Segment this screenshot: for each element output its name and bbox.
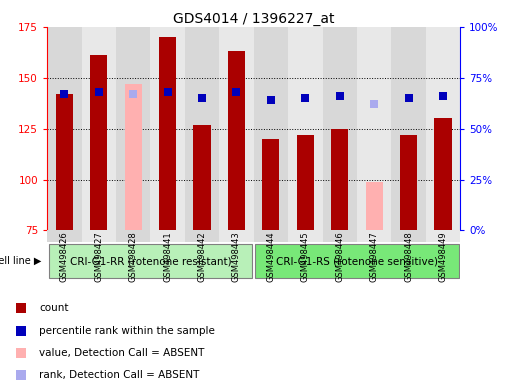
Bar [82, 230, 116, 242]
Point [129, 91, 138, 97]
Text: CRI-G1-RR (rotenone resistant): CRI-G1-RR (rotenone resistant) [70, 256, 231, 266]
Text: rank, Detection Call = ABSENT: rank, Detection Call = ABSENT [39, 370, 200, 380]
Bar [254, 230, 288, 242]
Bar [90, 55, 107, 230]
Bar [55, 94, 73, 230]
Text: GSM498447: GSM498447 [370, 231, 379, 282]
Bar [151, 27, 185, 230]
Point [60, 91, 69, 97]
Text: GSM498444: GSM498444 [266, 231, 276, 281]
Text: GSM498442: GSM498442 [198, 231, 207, 281]
Bar [426, 230, 460, 242]
Bar [288, 27, 323, 230]
Bar [116, 27, 151, 230]
Text: value, Detection Call = ABSENT: value, Detection Call = ABSENT [39, 348, 204, 358]
Point [232, 89, 241, 95]
Text: GSM498446: GSM498446 [335, 231, 344, 282]
Bar [219, 27, 254, 230]
Text: GSM498426: GSM498426 [60, 231, 69, 282]
Bar [185, 27, 219, 230]
Bar [331, 129, 348, 230]
Bar [262, 139, 279, 230]
Bar [288, 230, 323, 242]
Bar [323, 230, 357, 242]
Bar [151, 230, 185, 242]
Bar [400, 135, 417, 230]
Bar [254, 27, 288, 230]
Bar [49, 244, 252, 278]
Point [163, 89, 172, 95]
Bar [391, 27, 426, 230]
Text: GSM498428: GSM498428 [129, 231, 138, 282]
Text: GSM498445: GSM498445 [301, 231, 310, 281]
Text: GSM498448: GSM498448 [404, 231, 413, 282]
Bar [159, 37, 176, 230]
Bar [185, 230, 219, 242]
Bar [82, 27, 116, 230]
Point [198, 95, 206, 101]
Bar [357, 27, 391, 230]
Text: CRI-G1-RS (rotenone sensitive): CRI-G1-RS (rotenone sensitive) [276, 256, 438, 266]
Bar [47, 230, 82, 242]
Text: GSM498441: GSM498441 [163, 231, 172, 281]
Bar [357, 230, 391, 242]
Bar [297, 135, 314, 230]
Text: GSM498427: GSM498427 [94, 231, 103, 282]
Text: percentile rank within the sample: percentile rank within the sample [39, 326, 215, 336]
Text: GSM498449: GSM498449 [438, 231, 448, 281]
Point [404, 95, 413, 101]
Bar [391, 230, 426, 242]
Text: cell line ▶: cell line ▶ [0, 256, 42, 266]
Text: count: count [39, 303, 69, 313]
Bar [435, 118, 452, 230]
Bar [124, 84, 142, 230]
Point [439, 93, 447, 99]
Title: GDS4014 / 1396227_at: GDS4014 / 1396227_at [173, 12, 334, 26]
Bar [116, 230, 151, 242]
Point [448, 289, 456, 295]
Bar [255, 244, 459, 278]
Bar [228, 51, 245, 230]
Point [301, 95, 310, 101]
Point [336, 93, 344, 99]
Point [448, 89, 456, 95]
Text: GSM498443: GSM498443 [232, 231, 241, 282]
Point [95, 89, 103, 95]
Bar [323, 27, 357, 230]
Point [267, 97, 275, 103]
Bar [426, 27, 460, 230]
Bar [47, 27, 82, 230]
Bar [219, 230, 254, 242]
Point [370, 101, 378, 107]
Bar [194, 124, 211, 230]
Bar [366, 182, 383, 230]
